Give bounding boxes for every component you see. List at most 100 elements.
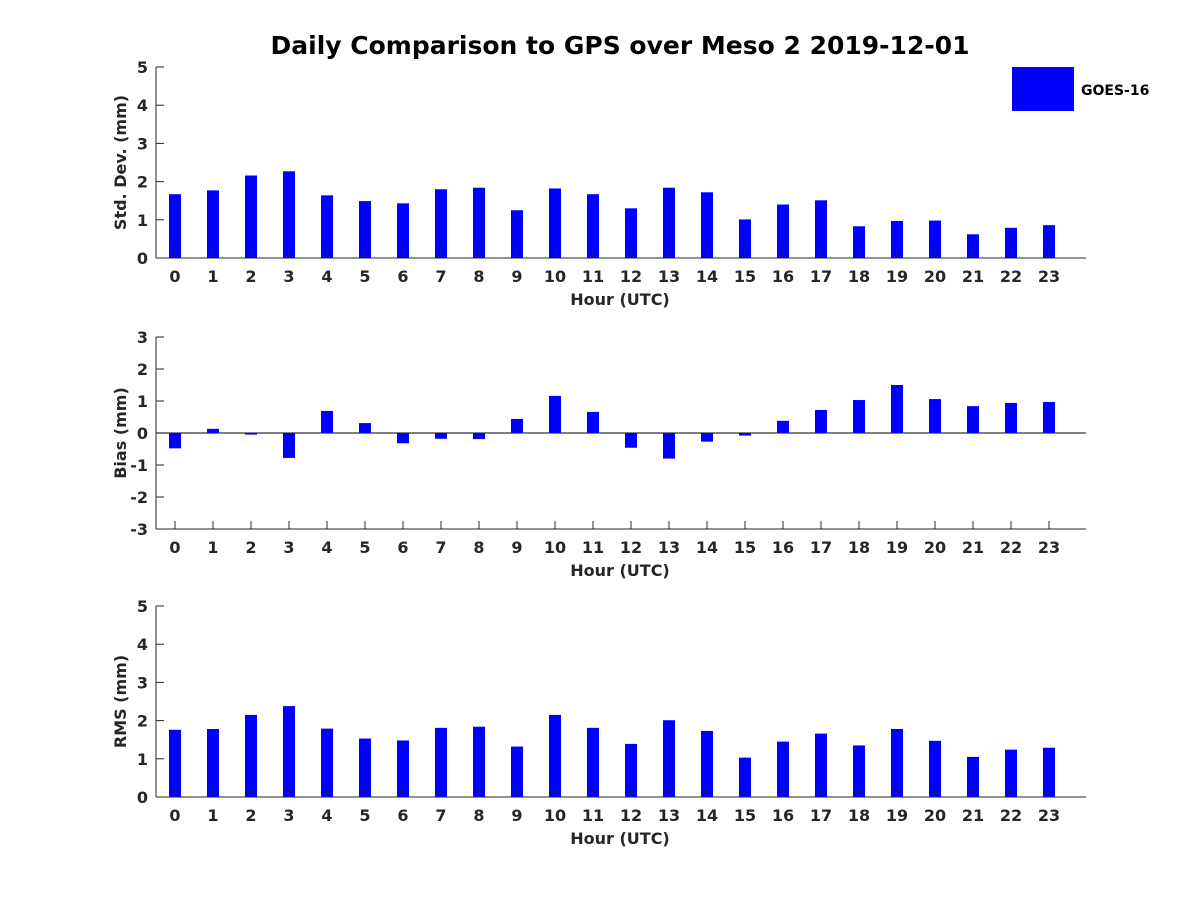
x-tick-label: 19 xyxy=(886,806,908,825)
x-tick-label: 19 xyxy=(886,538,908,557)
x-tick-label: 5 xyxy=(359,538,370,557)
x-tick-label: 20 xyxy=(924,806,946,825)
x-tick-label: 23 xyxy=(1038,806,1060,825)
bar-hour-16 xyxy=(777,204,789,258)
bar-hour-10 xyxy=(549,714,561,797)
bar-hour-16 xyxy=(777,420,789,433)
x-tick-label: 13 xyxy=(658,267,680,286)
bar-hour-14 xyxy=(701,192,713,258)
x-tick-label: 13 xyxy=(658,806,680,825)
bar-hour-23 xyxy=(1043,225,1055,258)
bar-hour-10 xyxy=(549,395,561,433)
x-tick-label: 23 xyxy=(1038,267,1060,286)
y-tick-label: 5 xyxy=(137,58,148,77)
legend-label: GOES-16 xyxy=(1081,83,1149,99)
bar-hour-13 xyxy=(663,433,675,459)
bar-hour-8 xyxy=(473,726,485,797)
bar-hour-12 xyxy=(625,208,637,258)
y-tick-label: 2 xyxy=(137,360,148,379)
bar-hour-20 xyxy=(929,220,941,258)
bar-hour-12 xyxy=(625,433,637,448)
bar-hour-13 xyxy=(663,720,675,797)
y-tick-label: 3 xyxy=(137,328,148,347)
y-tick-label: 2 xyxy=(137,173,148,192)
bar-hour-10 xyxy=(549,188,561,258)
x-tick-label: 2 xyxy=(245,538,256,557)
x-tick-label: 12 xyxy=(620,806,642,825)
bar-hour-13 xyxy=(663,187,675,258)
bar-hour-20 xyxy=(929,399,941,433)
bar-hour-21 xyxy=(967,406,979,433)
bar-hour-2 xyxy=(245,714,257,797)
bar-hour-0 xyxy=(169,433,181,449)
bar-hour-0 xyxy=(169,729,181,797)
x-tick-label: 14 xyxy=(696,267,718,286)
x-tick-label: 0 xyxy=(169,538,180,557)
x-tick-label: 3 xyxy=(283,267,294,286)
x-tick-label: 10 xyxy=(544,538,566,557)
y-axis-label: Bias (mm) xyxy=(111,387,130,479)
bar-hour-15 xyxy=(739,757,751,797)
bar-hour-14 xyxy=(701,433,713,442)
x-tick-label: 2 xyxy=(245,267,256,286)
bar-hour-18 xyxy=(853,226,865,258)
x-axis-label: Hour (UTC) xyxy=(570,290,670,309)
x-tick-label: 19 xyxy=(886,267,908,286)
x-tick-label: 7 xyxy=(435,806,446,825)
bar-hour-9 xyxy=(511,210,523,258)
y-tick-label: 3 xyxy=(137,134,148,153)
x-tick-label: 3 xyxy=(283,538,294,557)
x-tick-label: 10 xyxy=(544,267,566,286)
x-axis-label: Hour (UTC) xyxy=(570,561,670,580)
x-tick-label: 0 xyxy=(169,806,180,825)
bar-hour-21 xyxy=(967,234,979,258)
bar-hour-2 xyxy=(245,175,257,258)
x-tick-label: 20 xyxy=(924,538,946,557)
bar-hour-11 xyxy=(587,727,599,797)
x-tick-label: 21 xyxy=(962,806,984,825)
x-tick-label: 2 xyxy=(245,806,256,825)
bar-hour-19 xyxy=(891,220,903,258)
bar-hour-22 xyxy=(1005,402,1017,433)
x-tick-label: 0 xyxy=(169,267,180,286)
y-tick-label: 1 xyxy=(137,211,148,230)
bar-hour-7 xyxy=(435,433,447,439)
x-tick-label: 16 xyxy=(772,538,794,557)
x-tick-label: 18 xyxy=(848,806,870,825)
bar-hour-9 xyxy=(511,746,523,797)
x-tick-label: 7 xyxy=(435,267,446,286)
y-axis-label: Std. Dev. (mm) xyxy=(111,95,130,230)
x-tick-label: 17 xyxy=(810,538,832,557)
bar-hour-2 xyxy=(245,433,257,435)
legend: GOES-16 xyxy=(1012,67,1149,111)
x-tick-label: 18 xyxy=(848,267,870,286)
bar-hour-1 xyxy=(207,729,219,797)
bar-hour-17 xyxy=(815,733,827,797)
x-tick-label: 21 xyxy=(962,538,984,557)
bar-hour-4 xyxy=(321,410,333,433)
x-tick-label: 22 xyxy=(1000,538,1022,557)
x-tick-label: 17 xyxy=(810,267,832,286)
bar-hour-18 xyxy=(853,745,865,797)
figure-title: Daily Comparison to GPS over Meso 2 2019… xyxy=(271,31,970,60)
bar-hour-3 xyxy=(283,171,295,258)
x-tick-label: 4 xyxy=(321,806,332,825)
x-tick-label: 8 xyxy=(473,267,484,286)
bar-hour-15 xyxy=(739,219,751,258)
y-tick-label: 1 xyxy=(137,392,148,411)
x-tick-label: 15 xyxy=(734,538,756,557)
bar-hour-9 xyxy=(511,418,523,433)
bar-hour-15 xyxy=(739,433,751,436)
bar-hour-11 xyxy=(587,194,599,258)
bar-hour-8 xyxy=(473,187,485,258)
x-tick-label: 12 xyxy=(620,538,642,557)
bar-hour-14 xyxy=(701,730,713,797)
x-tick-label: 9 xyxy=(511,538,522,557)
bar-hour-7 xyxy=(435,189,447,258)
y-axis-label: RMS (mm) xyxy=(111,655,130,748)
x-tick-label: 20 xyxy=(924,267,946,286)
bar-hour-11 xyxy=(587,411,599,433)
y-tick-label: 0 xyxy=(137,424,148,443)
